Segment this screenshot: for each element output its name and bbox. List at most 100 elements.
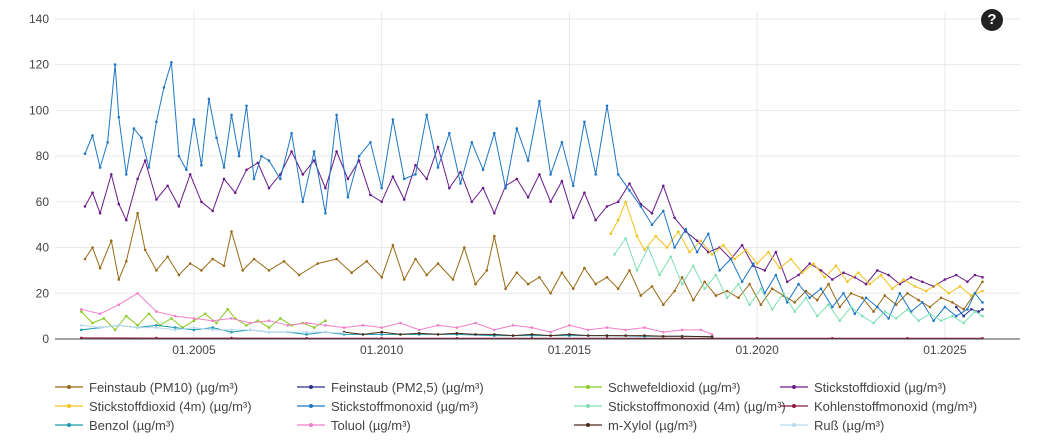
data-point bbox=[267, 326, 271, 329]
data-point bbox=[887, 273, 890, 277]
legend-item[interactable]: Stickstoffmonoxid (4m) (µg/m³) bbox=[574, 397, 786, 415]
data-point bbox=[624, 200, 627, 204]
data-point bbox=[594, 173, 597, 176]
data-point bbox=[714, 273, 718, 277]
data-point bbox=[560, 271, 564, 275]
data-point bbox=[324, 330, 327, 334]
data-point bbox=[245, 104, 248, 108]
data-point bbox=[267, 330, 271, 334]
data-point bbox=[117, 303, 121, 307]
data-point bbox=[770, 287, 774, 291]
data-point bbox=[222, 177, 226, 181]
legend-label: m-Xylol (µg/m³) bbox=[608, 417, 698, 433]
data-point bbox=[613, 253, 616, 256]
data-point bbox=[842, 271, 845, 275]
data-point bbox=[245, 324, 248, 327]
data-point bbox=[391, 118, 395, 121]
data-point bbox=[113, 63, 117, 66]
data-point bbox=[252, 257, 256, 261]
data-point bbox=[793, 301, 796, 304]
data-point bbox=[98, 211, 102, 215]
data-point bbox=[560, 141, 564, 144]
data-point bbox=[703, 280, 706, 284]
data-point bbox=[98, 312, 102, 316]
data-point bbox=[962, 308, 965, 311]
data-point bbox=[725, 296, 729, 300]
legend-item[interactable]: Stickstoffdioxid (4m) (µg/m³) bbox=[55, 397, 252, 415]
data-point bbox=[752, 262, 755, 265]
data-point bbox=[748, 303, 751, 307]
data-point bbox=[305, 333, 308, 336]
data-point bbox=[455, 332, 459, 335]
data-point bbox=[324, 186, 327, 190]
data-point bbox=[301, 200, 305, 204]
data-point bbox=[906, 292, 909, 295]
data-point bbox=[481, 186, 485, 190]
series-0 bbox=[83, 211, 984, 313]
data-point bbox=[635, 269, 639, 272]
help-icon[interactable]: ? bbox=[981, 9, 1003, 31]
data-point bbox=[369, 193, 372, 197]
data-point bbox=[549, 292, 552, 295]
data-point bbox=[939, 296, 943, 300]
x-tick-label: 01.2015 bbox=[548, 343, 592, 357]
data-point bbox=[658, 273, 661, 277]
data-point bbox=[981, 308, 984, 311]
data-point bbox=[282, 260, 286, 263]
data-point bbox=[117, 278, 121, 281]
data-point bbox=[91, 246, 94, 249]
data-point bbox=[939, 319, 943, 323]
data-point bbox=[861, 296, 864, 300]
data-point bbox=[842, 292, 845, 295]
legend-item[interactable]: m-Xylol (µg/m³) bbox=[574, 416, 697, 434]
data-point bbox=[474, 333, 477, 336]
x-tick-label: 01.2025 bbox=[923, 343, 967, 357]
data-point bbox=[887, 317, 890, 320]
data-point bbox=[849, 305, 853, 309]
data-point bbox=[740, 243, 744, 247]
legend-item[interactable]: Feinstaub (PM2,5) (µg/m³) bbox=[297, 378, 484, 396]
data-point bbox=[831, 305, 834, 309]
data-point bbox=[680, 282, 684, 286]
data-point bbox=[459, 182, 462, 185]
legend-item[interactable]: Feinstaub (PM10) (µg/m³) bbox=[55, 378, 238, 396]
data-point bbox=[301, 173, 305, 176]
data-point bbox=[759, 303, 763, 307]
data-point bbox=[237, 154, 241, 158]
data-point bbox=[125, 173, 128, 176]
data-point bbox=[361, 333, 365, 336]
legend-item[interactable]: Kohlenstoffmonoxid (mg/m³) bbox=[780, 397, 977, 415]
data-point bbox=[770, 308, 774, 311]
data-point bbox=[414, 257, 417, 261]
data-point bbox=[549, 334, 552, 337]
data-point bbox=[98, 266, 102, 270]
legend-item[interactable]: Schwefeldioxid (µg/m³) bbox=[574, 378, 740, 396]
data-point bbox=[680, 328, 684, 332]
data-point bbox=[767, 250, 770, 254]
data-point bbox=[425, 273, 429, 277]
data-point bbox=[530, 326, 534, 329]
data-point bbox=[673, 216, 676, 220]
data-point bbox=[759, 287, 763, 291]
data-point bbox=[143, 159, 147, 162]
x-tick-label: 01.2020 bbox=[735, 343, 779, 357]
data-point bbox=[215, 321, 218, 325]
legend-label: Toluol (µg/m³) bbox=[331, 417, 411, 433]
legend-item[interactable]: Benzol (µg/m³) bbox=[55, 416, 175, 434]
data-point bbox=[797, 273, 800, 277]
legend-item[interactable]: Stickstoffmonoxid (µg/m³) bbox=[297, 397, 478, 415]
data-point bbox=[106, 141, 109, 144]
data-point bbox=[267, 159, 271, 162]
data-point bbox=[812, 262, 815, 265]
data-point bbox=[91, 191, 94, 194]
legend-item[interactable]: Ruß (µg/m³) bbox=[780, 416, 884, 434]
data-point bbox=[241, 269, 244, 272]
data-point bbox=[838, 319, 842, 323]
data-point bbox=[177, 273, 181, 277]
data-point bbox=[876, 269, 879, 272]
data-point bbox=[876, 305, 879, 309]
data-point bbox=[789, 257, 793, 261]
data-point bbox=[861, 314, 864, 318]
legend-item[interactable]: Stickstoffdioxid (µg/m³) bbox=[780, 378, 946, 396]
legend-item[interactable]: Toluol (µg/m³) bbox=[297, 416, 411, 434]
